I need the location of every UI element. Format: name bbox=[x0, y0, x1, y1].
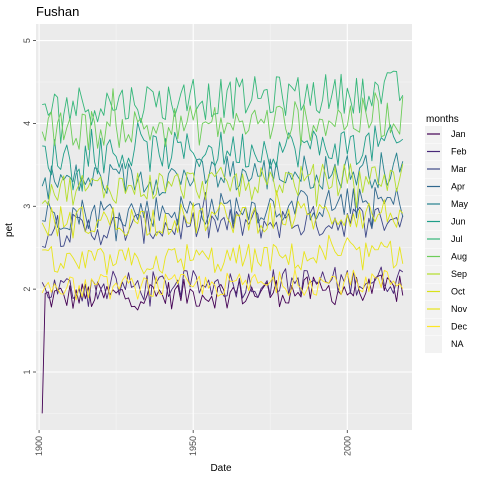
series-line-jan bbox=[41, 274, 404, 414]
legend-label-jun: Jun bbox=[451, 217, 466, 227]
legend-label-feb: Feb bbox=[451, 147, 467, 157]
chart-title: Fushan bbox=[36, 4, 79, 19]
x-tick-label: 1900 bbox=[34, 436, 44, 456]
series-line-feb bbox=[41, 266, 404, 307]
series-line-mar bbox=[42, 191, 404, 248]
legend-label-jan: Jan bbox=[451, 129, 466, 139]
x-tick-label: 1950 bbox=[188, 436, 198, 456]
legend-label-jul: Jul bbox=[451, 234, 463, 244]
legend: months Jan Feb Mar Apr May Jun Jul Aug Sep Oct Nov… bbox=[425, 114, 469, 353]
x-tick-label: 2000 bbox=[342, 436, 352, 456]
y-tick-label: 5 bbox=[22, 38, 32, 43]
series-line-jun bbox=[42, 122, 404, 192]
y-tick-label: 3 bbox=[22, 204, 32, 209]
legend-label-nov: Nov bbox=[451, 304, 468, 314]
series-line-nov bbox=[42, 234, 404, 276]
legend-label-oct: Oct bbox=[451, 287, 466, 297]
series-lines bbox=[41, 70, 404, 414]
legend-label-may: May bbox=[451, 199, 469, 209]
series-line-jul bbox=[42, 70, 404, 144]
legend-label-aug: Aug bbox=[451, 252, 467, 262]
series-line-oct bbox=[41, 190, 404, 239]
y-tick-label: 1 bbox=[22, 369, 32, 374]
axes: 1 2 3 4 5 1900 1950 2000 bbox=[22, 38, 352, 456]
legend-label-mar: Mar bbox=[451, 164, 467, 174]
y-tick-label: 4 bbox=[22, 121, 32, 126]
legend-label-sep: Sep bbox=[451, 269, 467, 279]
y-tick-label: 2 bbox=[22, 287, 32, 292]
legend-label-dec: Dec bbox=[451, 322, 468, 332]
legend-label-apr: Apr bbox=[451, 182, 465, 192]
series-line-sep bbox=[41, 163, 404, 209]
series-line-apr bbox=[42, 186, 404, 242]
legend-key bbox=[425, 336, 442, 353]
legend-title: months bbox=[426, 114, 459, 125]
x-axis-title: Date bbox=[210, 463, 232, 474]
series-line-dec bbox=[41, 268, 404, 301]
series-line-aug bbox=[41, 88, 404, 151]
legend-label-na: NA bbox=[451, 339, 464, 349]
y-axis-title: pet bbox=[4, 223, 15, 237]
plot-panel bbox=[36, 24, 412, 430]
